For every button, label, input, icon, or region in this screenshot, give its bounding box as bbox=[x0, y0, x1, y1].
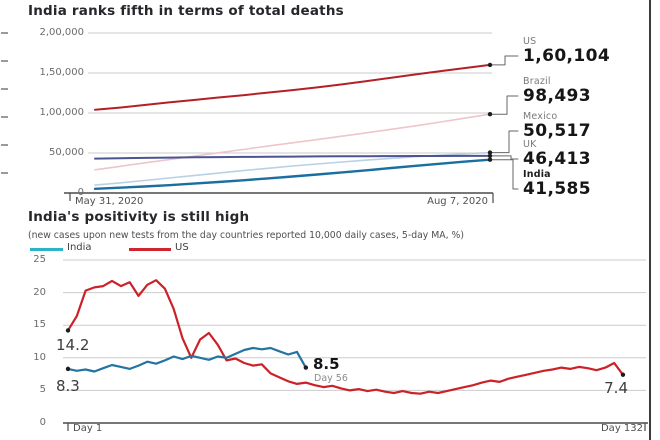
callout-value-uk: 46,413 bbox=[523, 149, 592, 169]
india-deaths-line bbox=[93, 158, 492, 191]
us-deaths-end-dot bbox=[487, 62, 493, 68]
us-positivity-line bbox=[66, 279, 625, 395]
deaths-ytick-100000: 1,00,000 bbox=[39, 107, 84, 118]
india-positivity-end-dot bbox=[303, 365, 309, 370]
brazil-deaths-end-dot bbox=[487, 112, 493, 117]
callout-value-us: 1,60,104 bbox=[523, 46, 611, 66]
pos-xtick-end: Day 132 bbox=[600, 423, 643, 434]
positivity-chart-subtitle: (new cases upon new tests from the day c… bbox=[28, 230, 465, 241]
deaths-xtick-start: May 31, 2020 bbox=[75, 196, 144, 207]
us-positivity-start-dot bbox=[65, 328, 71, 333]
pos-xtick-start: Day 1 bbox=[73, 423, 103, 434]
deaths-chart-title: India ranks fifth in terms of total deat… bbox=[28, 3, 344, 19]
legend-swatch-india bbox=[30, 248, 63, 251]
callout-name-uk: UK bbox=[523, 139, 537, 150]
india-positivity-line bbox=[66, 346, 307, 373]
callout-value-mexico: 50,517 bbox=[523, 121, 592, 141]
legend-label-us: US bbox=[175, 242, 189, 253]
positivity-chart-title: India's positivity is still high bbox=[28, 209, 250, 225]
uk-callout-connector bbox=[490, 155, 519, 160]
callout-name-mexico: Mexico bbox=[523, 111, 558, 122]
pos-ytick-15: 15 bbox=[33, 319, 46, 330]
us-positivity-end-dot bbox=[620, 372, 626, 377]
pos-ytick-10: 10 bbox=[33, 352, 46, 363]
callout-value-india: 41,585 bbox=[523, 179, 592, 199]
brazil-callout-connector bbox=[490, 95, 519, 115]
india-start-annotation: 8.3 bbox=[56, 377, 80, 395]
deaths-ytick-200000: 2,00,000 bbox=[39, 27, 84, 38]
pos-ytick-5: 5 bbox=[39, 384, 46, 395]
deaths-xtick-end: Aug 7, 2020 bbox=[427, 196, 488, 207]
pos-ytick-20: 20 bbox=[33, 287, 46, 298]
pos-ytick-0: 0 bbox=[39, 417, 46, 428]
uk-deaths-line bbox=[94, 154, 491, 160]
uk-deaths-end-dot bbox=[487, 153, 493, 159]
callout-name-brazil: Brazil bbox=[523, 76, 551, 87]
mexico-deaths-end-dot bbox=[487, 150, 493, 155]
callout-name-india: India bbox=[523, 169, 551, 180]
deaths-ytick-0: 0 bbox=[77, 187, 84, 198]
us-end-annotation: 7.4 bbox=[604, 379, 628, 397]
india-positivity-start-dot bbox=[65, 366, 71, 372]
us-callout-connector bbox=[490, 55, 519, 66]
brazil-deaths-line bbox=[94, 113, 491, 171]
legend-label-india: India bbox=[67, 242, 92, 253]
deaths-ytick-150000: 1,50,000 bbox=[39, 67, 84, 78]
us-deaths-line bbox=[94, 63, 491, 111]
pos-ytick-25: 25 bbox=[33, 254, 46, 265]
mexico-callout-connector bbox=[490, 130, 519, 154]
india-deaths-end-dot bbox=[487, 157, 493, 162]
legend-swatch-us bbox=[129, 248, 171, 251]
callout-name-us: US bbox=[523, 36, 537, 47]
india-end-annotation-day: Day 56 bbox=[314, 373, 348, 384]
india-callout-connector bbox=[490, 159, 519, 190]
deaths-ytick-50000: 50,000 bbox=[49, 147, 84, 158]
us-start-annotation: 14.2 bbox=[56, 336, 90, 354]
callout-value-brazil: 98,493 bbox=[523, 86, 592, 106]
india-end-annotation: 8.5 bbox=[313, 355, 340, 373]
